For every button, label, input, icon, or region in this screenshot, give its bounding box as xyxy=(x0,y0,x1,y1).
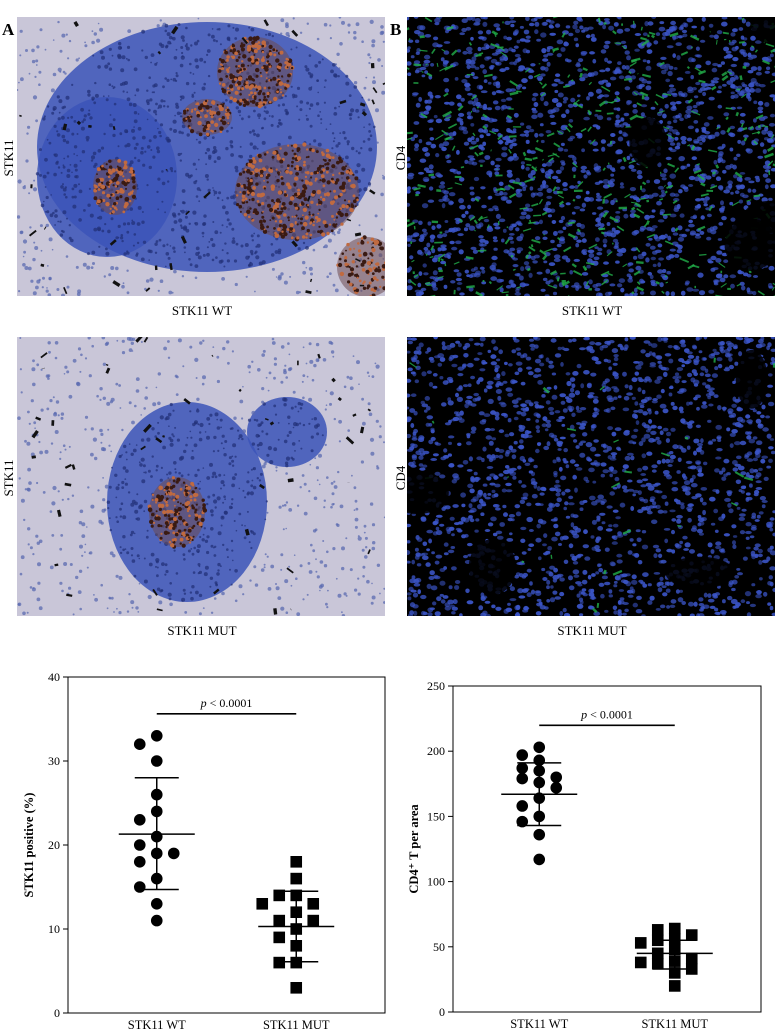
chart1-point-mut xyxy=(290,982,303,994)
chart2-point-mut xyxy=(668,980,681,992)
chart-stk11-positive: 0 10 20 30 40 STK11 positive (%) STK11 WT STK11… xyxy=(22,670,386,1032)
chart1-xtick-label: STK11 MUT xyxy=(263,1018,330,1032)
chart1-p-value: p < 0.0001 xyxy=(200,696,253,710)
chart1-point-mut xyxy=(290,956,303,969)
if-micrograph-wt xyxy=(407,17,775,296)
chart1-point-mut xyxy=(290,856,303,868)
chart2-plot-frame xyxy=(452,685,762,1013)
chart1-ytick-label: 40 xyxy=(48,670,60,684)
chart1-plot-frame xyxy=(67,676,386,1014)
chart2-point-mut xyxy=(651,957,664,970)
caption-if-wt: STK11 WT xyxy=(561,303,623,318)
chart2-point-wt xyxy=(516,749,529,761)
chart1-point-wt xyxy=(150,730,163,742)
chart1-ytick-label: 10 xyxy=(48,922,60,936)
chart1-point-mut xyxy=(273,931,286,944)
chart1-point-wt xyxy=(133,839,146,851)
chart1-ytick-label: 0 xyxy=(54,1006,60,1020)
caption-ihc-mut: STK11 MUT xyxy=(167,623,237,638)
chart1-ytick-label: 20 xyxy=(48,838,60,852)
panel-letter-a: A xyxy=(2,20,15,39)
chart2-ytick-label: 100 xyxy=(427,875,445,889)
caption-if-mut: STK11 MUT xyxy=(557,623,627,638)
chart2-point-wt xyxy=(516,772,529,785)
chart1-point-wt xyxy=(133,738,146,750)
chart1-point-wt xyxy=(167,847,180,860)
chart-cd4-per-area: 0 50 100 150 200 250 CD4⁺ T per area STK11 WT ST… xyxy=(407,679,762,1031)
chart1-point-mut xyxy=(273,956,286,969)
chart2-point-mut xyxy=(668,967,681,979)
chart2-ytick-label: 150 xyxy=(427,809,445,823)
chart2-ytick-label: 50 xyxy=(433,940,445,954)
chart2-point-mut xyxy=(668,922,681,935)
chart1-point-mut xyxy=(273,914,286,927)
chart1-ytick-label: 30 xyxy=(48,754,60,768)
chart1-point-mut xyxy=(290,872,303,885)
chart2-point-mut xyxy=(685,952,698,965)
chart2-point-mut xyxy=(651,924,664,936)
chart2-p-value: p < 0.0001 xyxy=(580,707,633,721)
chart2-ytick-label: 0 xyxy=(439,1005,445,1019)
chart1-point-mut xyxy=(256,898,269,910)
ihc-micrograph-mut xyxy=(17,337,385,616)
chart1-ylabel: STK11 positive (%) xyxy=(22,793,36,898)
chart1-point-mut xyxy=(273,889,286,902)
side-label-stk11-top: STK11 xyxy=(1,139,16,177)
chart2-xtick-label: STK11 WT xyxy=(510,1017,568,1031)
chart2-point-mut xyxy=(685,929,698,941)
if-micrograph-mut xyxy=(407,337,775,616)
chart2-point-mut xyxy=(634,937,647,949)
chart1-point-wt xyxy=(133,881,146,893)
chart2-ytick-label: 250 xyxy=(427,679,445,693)
chart1-point-wt xyxy=(150,755,163,767)
chart1-point-wt xyxy=(133,856,146,868)
chart1-point-wt xyxy=(150,898,163,910)
chart2-point-wt xyxy=(516,800,529,812)
chart2-point-wt xyxy=(533,853,546,866)
side-label-stk11-bottom: STK11 xyxy=(1,459,16,497)
chart1-xtick-label: STK11 WT xyxy=(128,1018,186,1032)
chart2-point-wt xyxy=(550,771,563,784)
chart2-point-mut xyxy=(634,956,647,969)
chart2-point-wt xyxy=(516,762,529,774)
chart2-ylabel: CD4⁺ T per area xyxy=(407,804,421,894)
chart2-point-wt xyxy=(516,815,529,828)
panel-letter-b: B xyxy=(390,20,402,39)
caption-ihc-wt: STK11 WT xyxy=(171,303,233,318)
chart2-point-wt xyxy=(533,741,546,754)
chart1-point-wt xyxy=(150,914,163,927)
ihc-micrograph-wt xyxy=(17,17,385,296)
chart1-point-mut xyxy=(307,898,320,910)
chart2-point-mut xyxy=(668,933,681,945)
chart2-point-wt xyxy=(550,781,563,794)
chart2-point-wt xyxy=(533,828,546,841)
chart2-xtick-label: STK11 MUT xyxy=(641,1017,708,1031)
chart1-point-wt xyxy=(133,814,146,826)
chart2-ytick-label: 200 xyxy=(427,744,445,758)
chart1-point-mut xyxy=(307,914,320,927)
